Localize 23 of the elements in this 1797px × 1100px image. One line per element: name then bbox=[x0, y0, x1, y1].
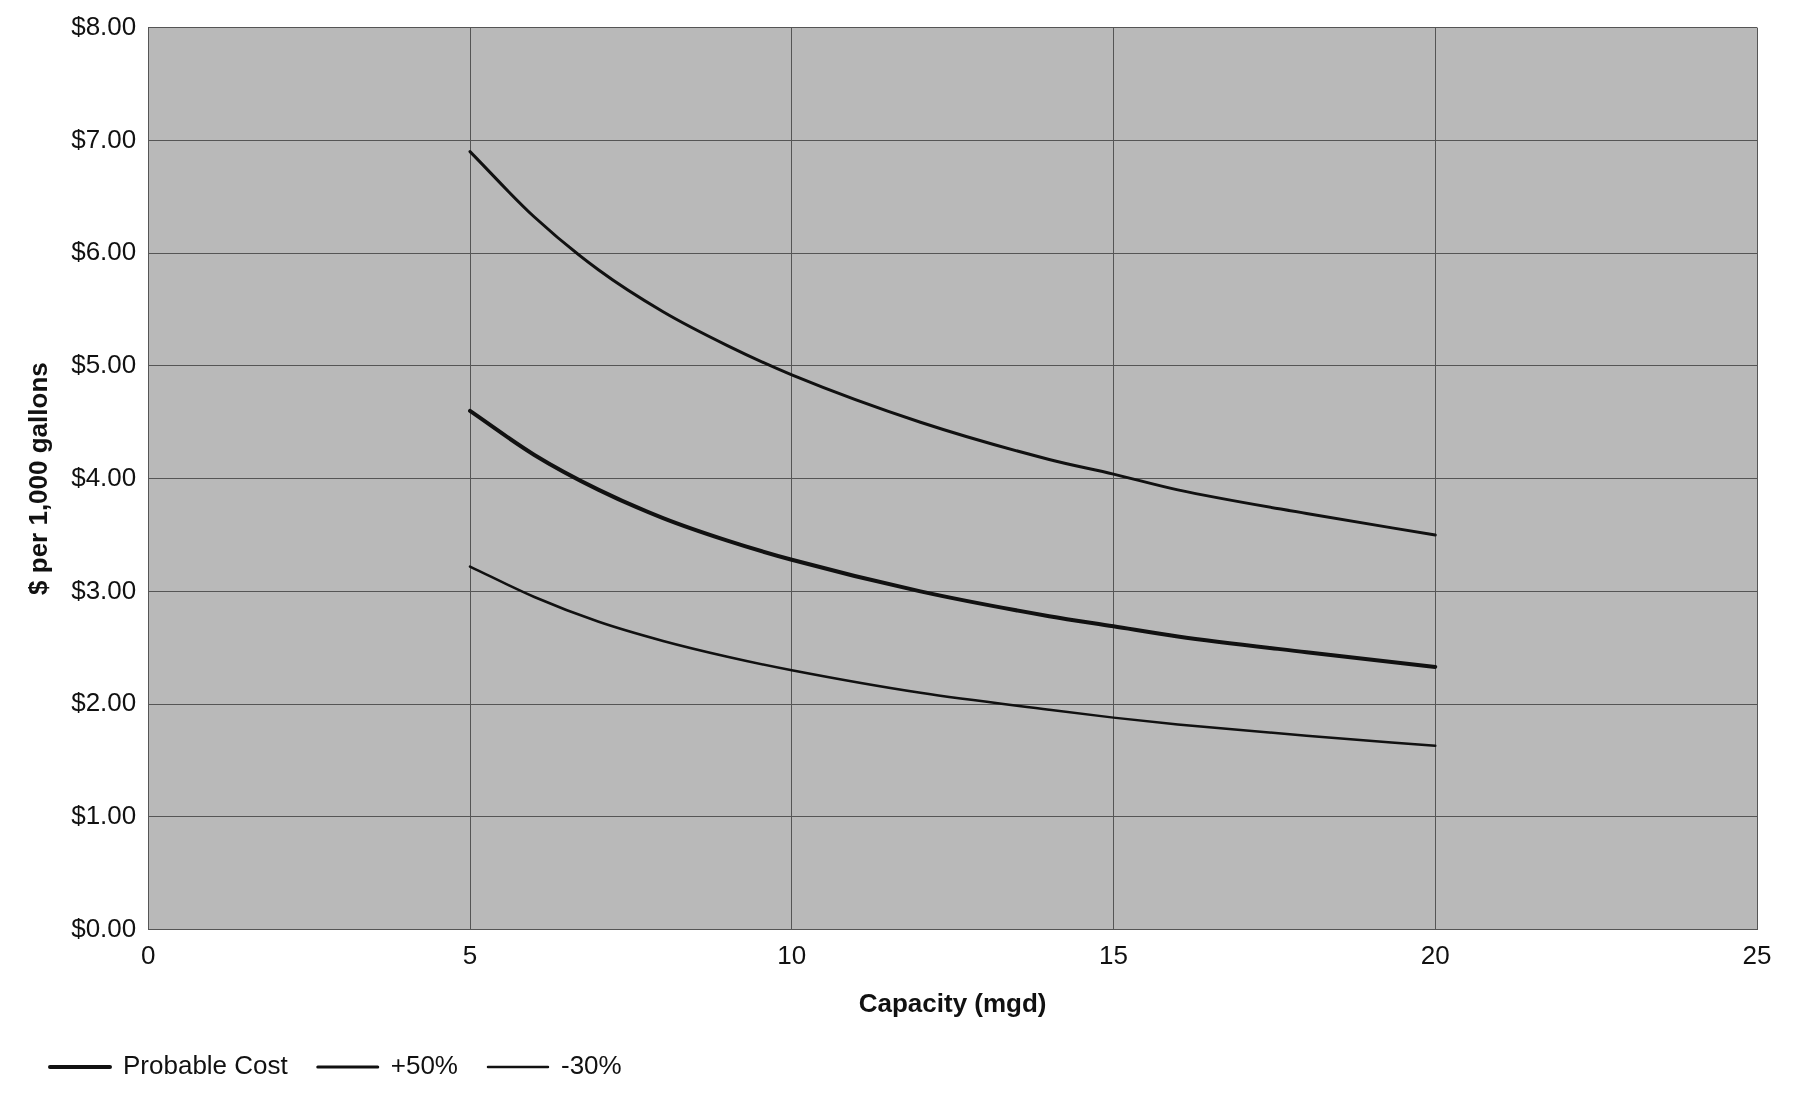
line-series bbox=[468, 408, 1438, 669]
y-tick-label: $2.00 bbox=[71, 687, 137, 718]
x-axis-title: Capacity (mgd) bbox=[858, 987, 1047, 1018]
x-tick-label: 10 bbox=[777, 940, 807, 971]
x-tick-label: 20 bbox=[1420, 940, 1450, 971]
y-tick-label: $7.00 bbox=[71, 123, 137, 154]
y-tick-label: $1.00 bbox=[71, 800, 137, 831]
legend-label: +50% bbox=[390, 1050, 458, 1081]
x-tick-label: 25 bbox=[1742, 940, 1772, 971]
y-axis-title: $ per 1,000 gallons bbox=[22, 362, 53, 595]
y-tick-label: $5.00 bbox=[71, 349, 137, 380]
y-tick-label: $0.00 bbox=[71, 912, 137, 943]
y-tick-label: $6.00 bbox=[71, 236, 137, 267]
y-tick-label: $8.00 bbox=[71, 10, 137, 41]
y-tick-label: $4.00 bbox=[71, 461, 137, 492]
x-tick-label: 0 bbox=[141, 940, 156, 971]
y-tick-label: $3.00 bbox=[71, 574, 137, 605]
x-tick-label: 5 bbox=[462, 940, 478, 971]
legend-label: -30% bbox=[560, 1050, 622, 1081]
legend-label: Probable Cost bbox=[123, 1050, 289, 1081]
line-series bbox=[468, 150, 1437, 537]
x-tick-label: 15 bbox=[1099, 940, 1128, 971]
line-series bbox=[468, 565, 1437, 748]
